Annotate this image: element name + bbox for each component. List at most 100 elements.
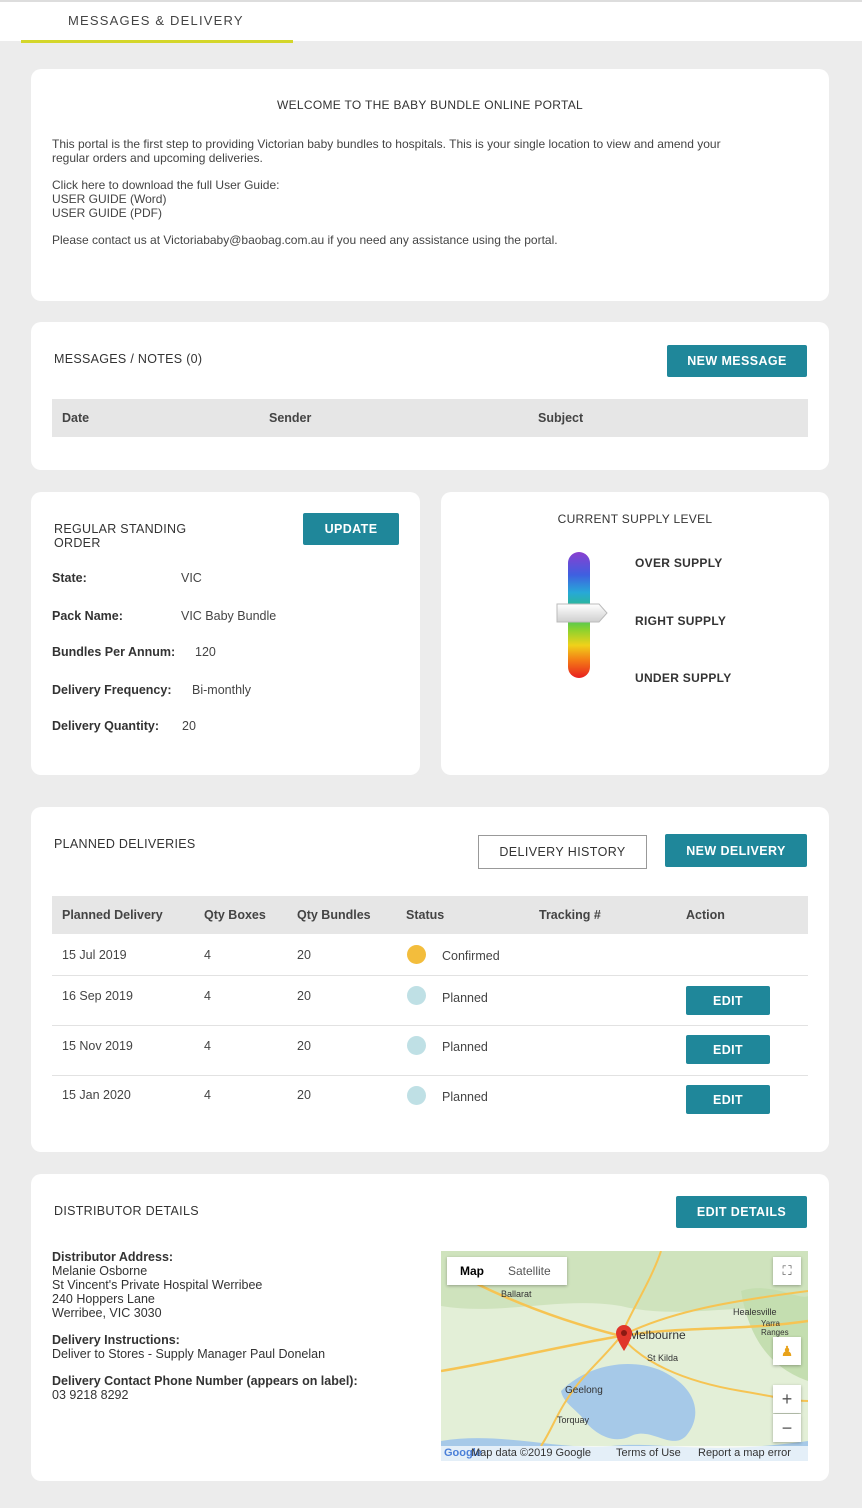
messages-table-header: Date Sender Subject xyxy=(52,399,808,437)
map-place-label: St Kilda xyxy=(647,1353,679,1363)
map-place-label: Healesville xyxy=(733,1307,777,1317)
map-place-label: Ballarat xyxy=(501,1289,532,1299)
row-date: 15 Nov 2019 xyxy=(62,1039,133,1053)
messages-heading: MESSAGES / NOTES (0) xyxy=(54,352,203,366)
standing-order-heading-2: ORDER xyxy=(54,536,101,550)
row-status: Confirmed xyxy=(442,949,500,963)
distributor-heading: DISTRIBUTOR DETAILS xyxy=(54,1204,199,1218)
status-dot-icon xyxy=(407,986,426,1005)
edit-delivery-button[interactable]: EDIT xyxy=(686,1035,770,1064)
welcome-intro-line1: This portal is the first step to providi… xyxy=(52,137,721,151)
map-data-text: Map data ©2019 Google xyxy=(471,1447,592,1459)
google-logo: Google xyxy=(444,1447,482,1459)
status-dot-icon xyxy=(407,1036,426,1055)
edit-delivery-button[interactable]: EDIT xyxy=(686,1085,770,1114)
delivery-history-button[interactable]: DELIVERY HISTORY xyxy=(478,835,647,869)
table-row: 16 Sep 2019 4 20 Planned EDIT xyxy=(52,976,808,1026)
table-row: 15 Jul 2019 4 20 Confirmed xyxy=(52,936,808,976)
table-row: 15 Jan 2020 4 20 Planned EDIT xyxy=(52,1075,808,1125)
map-terms-link[interactable]: Terms of Use xyxy=(616,1447,681,1459)
location-map[interactable]: Melbourne Ballarat Geelong St Kilda Torq… xyxy=(441,1251,808,1461)
row-status: Planned xyxy=(442,1040,488,1054)
edit-details-button[interactable]: EDIT DETAILS xyxy=(676,1196,807,1228)
map-place-label: Geelong xyxy=(565,1385,603,1396)
supply-level-card: CURRENT SUPPLY LEVEL OVER SUPPLY RIGHT S… xyxy=(441,492,829,775)
map-place-label: Torquay xyxy=(557,1415,590,1425)
contact-text: Please contact us at Victoriababy@baobag… xyxy=(52,233,558,247)
row-divider xyxy=(52,1025,808,1026)
row-bundles: 20 xyxy=(297,1088,311,1102)
bundles-per-annum-label: Bundles Per Annum: xyxy=(52,645,176,659)
row-bundles: 20 xyxy=(297,948,311,962)
map-tab-satellite[interactable]: Satellite xyxy=(508,1264,551,1278)
edit-delivery-button[interactable]: EDIT xyxy=(686,986,770,1015)
top-bar: MESSAGES & DELIVERY xyxy=(0,0,862,43)
col-date[interactable]: Date xyxy=(62,411,90,425)
col-sender[interactable]: Sender xyxy=(269,411,312,425)
row-boxes: 4 xyxy=(204,1039,211,1053)
address-line: St Vincent's Private Hospital Werribee xyxy=(52,1278,263,1292)
col-tracking[interactable]: Tracking # xyxy=(539,908,601,922)
col-action: Action xyxy=(686,908,725,922)
col-subject[interactable]: Subject xyxy=(538,411,584,425)
col-planned-delivery[interactable]: Planned Delivery xyxy=(62,908,163,922)
map-place-label: Yarra Ranges xyxy=(761,1319,789,1337)
row-date: 15 Jul 2019 xyxy=(62,948,127,962)
map-pin-icon[interactable] xyxy=(616,1325,632,1351)
instructions-label: Delivery Instructions: xyxy=(52,1333,180,1347)
state-label: State: xyxy=(52,571,87,585)
new-message-button[interactable]: NEW MESSAGE xyxy=(667,345,807,377)
row-boxes: 4 xyxy=(204,1088,211,1102)
user-guide-word-link[interactable]: USER GUIDE (Word) xyxy=(52,192,167,206)
row-bundles: 20 xyxy=(297,989,311,1003)
standing-order-heading-1: REGULAR STANDING xyxy=(54,522,187,536)
address-line: Melanie Osborne xyxy=(52,1264,148,1278)
map-footer: Google Map data ©2019 Google Terms of Us… xyxy=(441,1446,808,1461)
pack-name-label: Pack Name: xyxy=(52,609,123,623)
col-qty-bundles[interactable]: Qty Bundles xyxy=(297,908,371,922)
supply-heading: CURRENT SUPPLY LEVEL xyxy=(557,512,713,526)
zoom-out-icon[interactable]: − xyxy=(773,1414,801,1442)
welcome-title: WELCOME TO THE BABY BUNDLE ONLINE PORTAL xyxy=(276,98,584,112)
delivery-quantity-value: 20 xyxy=(182,719,196,733)
welcome-intro-line2: regular orders and upcoming deliveries. xyxy=(52,151,263,165)
map-type-control: Map Satellite xyxy=(447,1257,567,1285)
phone-label: Delivery Contact Phone Number (appears o… xyxy=(52,1374,358,1388)
user-guide-pdf-link[interactable]: USER GUIDE (PDF) xyxy=(52,206,163,220)
col-status[interactable]: Status xyxy=(406,908,445,922)
delivery-quantity-label: Delivery Quantity: xyxy=(52,719,159,733)
row-date: 16 Sep 2019 xyxy=(62,989,133,1003)
update-button[interactable]: UPDATE xyxy=(303,513,399,545)
col-qty-boxes[interactable]: Qty Boxes xyxy=(204,908,266,922)
over-supply-label: OVER SUPPLY xyxy=(635,556,723,570)
right-supply-label: RIGHT SUPPLY xyxy=(635,614,727,628)
row-date: 15 Jan 2020 xyxy=(62,1088,131,1102)
row-boxes: 4 xyxy=(204,989,211,1003)
fullscreen-icon[interactable]: ⛶ xyxy=(773,1257,801,1285)
download-text: Click here to download the full User Gui… xyxy=(52,178,280,192)
state-value: VIC xyxy=(181,571,202,585)
status-dot-icon xyxy=(407,1086,426,1105)
delivery-frequency-value: Bi-monthly xyxy=(192,683,252,697)
bundles-per-annum-value: 120 xyxy=(195,645,216,659)
planned-deliveries-heading: PLANNED DELIVERIES xyxy=(54,837,196,851)
row-boxes: 4 xyxy=(204,948,211,962)
map-report-link[interactable]: Report a map error xyxy=(698,1447,791,1459)
new-delivery-button[interactable]: NEW DELIVERY xyxy=(665,834,807,867)
status-dot-icon xyxy=(407,945,426,964)
welcome-card: WELCOME TO THE BABY BUNDLE ONLINE PORTAL… xyxy=(31,69,829,301)
pegman-icon[interactable]: ♟ xyxy=(773,1337,801,1365)
address-line: 240 Hoppers Lane xyxy=(52,1292,155,1306)
supply-indicator-icon xyxy=(556,603,608,623)
map-city-label: Melbourne xyxy=(629,1328,686,1342)
address-label: Distributor Address: xyxy=(52,1250,174,1264)
zoom-in-icon[interactable]: + xyxy=(773,1385,801,1413)
row-divider xyxy=(52,975,808,976)
deliveries-table-header: Planned Delivery Qty Boxes Qty Bundles S… xyxy=(52,896,808,934)
tab-messages-delivery[interactable]: MESSAGES & DELIVERY xyxy=(21,2,293,43)
instructions-value: Deliver to Stores - Supply Manager Paul … xyxy=(52,1347,326,1361)
messages-card: MESSAGES / NOTES (0) NEW MESSAGE Date Se… xyxy=(31,322,829,470)
under-supply-label: UNDER SUPPLY xyxy=(635,671,732,685)
map-tab-map[interactable]: Map xyxy=(460,1264,484,1278)
table-row: 15 Nov 2019 4 20 Planned EDIT xyxy=(52,1026,808,1075)
